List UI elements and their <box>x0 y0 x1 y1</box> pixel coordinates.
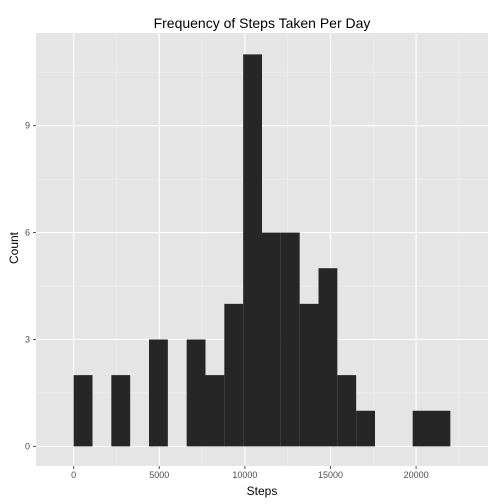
x-tick-label: 0 <box>71 470 76 480</box>
histogram-bar <box>74 375 93 446</box>
histogram-bar <box>262 233 281 447</box>
y-axis-title: Count <box>7 231 21 264</box>
histogram-bar <box>187 339 206 446</box>
histogram-bar <box>224 304 243 447</box>
histogram-bar <box>206 375 225 446</box>
x-tick-label: 20000 <box>404 470 429 480</box>
histogram-bar <box>432 411 451 447</box>
x-tick-label: 10000 <box>232 470 257 480</box>
histogram-bar <box>300 304 319 447</box>
histogram-bar <box>149 339 168 446</box>
y-tick-label: 9 <box>25 121 30 131</box>
histogram-bar <box>337 375 356 446</box>
x-axis-title: Steps <box>247 484 278 498</box>
x-tick-label: 5000 <box>149 470 169 480</box>
histogram-bar <box>111 375 130 446</box>
y-tick-label: 0 <box>25 441 30 451</box>
histogram-bar <box>319 268 338 446</box>
y-tick-label: 6 <box>25 228 30 238</box>
y-tick-label: 3 <box>25 334 30 344</box>
histogram-bar <box>413 411 432 447</box>
y-axis-ticks: 0 3 6 9 <box>25 121 36 452</box>
histogram-bar <box>281 233 300 447</box>
x-axis-ticks: 0 5000 10000 15000 20000 <box>71 466 428 480</box>
x-tick-label: 15000 <box>318 470 343 480</box>
chart-title: Frequency of Steps Taken Per Day <box>154 15 371 31</box>
histogram-bar <box>356 411 375 447</box>
histogram-bar <box>243 54 262 446</box>
